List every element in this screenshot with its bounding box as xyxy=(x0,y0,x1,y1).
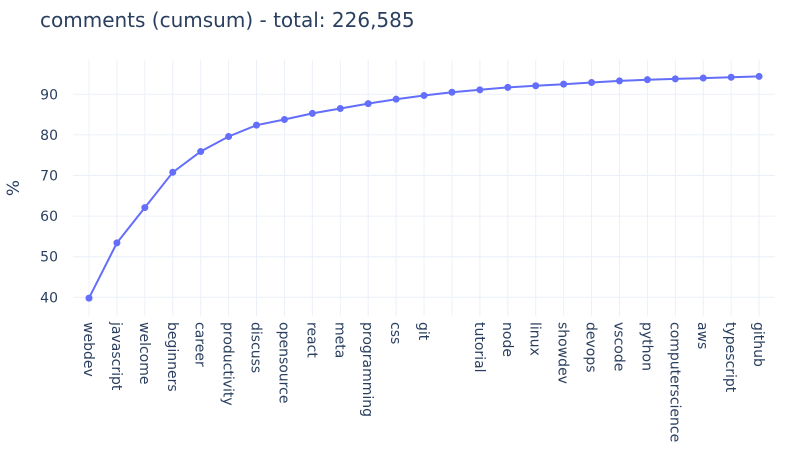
data-point[interactable] xyxy=(615,77,623,85)
x-tick-label: discuss xyxy=(248,322,264,373)
x-tick-label: aws xyxy=(694,322,710,349)
x-tick-label: computerscience xyxy=(666,322,682,442)
x-tick-label: typescript xyxy=(722,322,738,393)
x-tick-label: git xyxy=(415,322,431,341)
x-tick-label: github xyxy=(750,322,766,367)
data-point[interactable] xyxy=(588,79,596,87)
x-tick-label: webdev xyxy=(80,322,96,377)
data-point[interactable] xyxy=(364,100,372,108)
x-tick-label: career xyxy=(192,322,208,367)
data-point[interactable] xyxy=(197,148,205,156)
data-point[interactable] xyxy=(85,294,93,302)
data-point[interactable] xyxy=(336,105,344,113)
data-point[interactable] xyxy=(308,109,316,117)
x-tick-label: devops xyxy=(583,322,599,373)
y-tick-label: 40 xyxy=(40,290,58,306)
x-tick-label: node xyxy=(499,322,515,357)
x-tick-label: meta xyxy=(331,322,347,358)
data-point[interactable] xyxy=(113,239,121,247)
data-point[interactable] xyxy=(420,92,428,100)
data-point[interactable] xyxy=(699,74,707,82)
x-tick-label: opensource xyxy=(275,322,291,403)
x-tick-label: vscode xyxy=(610,322,626,371)
data-point[interactable] xyxy=(727,73,735,81)
x-tick-label: tutorial xyxy=(471,322,487,373)
gridlines xyxy=(73,60,775,316)
x-tick-label: css xyxy=(387,322,403,344)
x-tick-label: python xyxy=(638,322,654,371)
data-point[interactable] xyxy=(504,83,512,91)
y-tick-label: 80 xyxy=(40,128,58,144)
x-tick-label: productivity xyxy=(220,322,236,406)
y-tick-label: 50 xyxy=(40,250,58,266)
x-tick-label: react xyxy=(303,322,319,358)
x-tick-label: welcome xyxy=(136,322,152,384)
data-point[interactable] xyxy=(448,88,456,96)
data-point[interactable] xyxy=(671,75,679,83)
data-point[interactable] xyxy=(560,80,568,88)
data-point[interactable] xyxy=(280,115,288,123)
x-tick-label: programming xyxy=(359,322,375,417)
y-axis-label: % xyxy=(4,180,24,196)
data-point[interactable] xyxy=(476,86,484,94)
y-tick-label: 60 xyxy=(40,209,58,225)
x-axis-ticks: webdev javascript welcome beginners career pr… xyxy=(80,321,766,442)
data-point[interactable] xyxy=(141,204,149,212)
data-point[interactable] xyxy=(253,121,261,129)
data-point[interactable] xyxy=(392,95,400,103)
x-tick-label: showdev xyxy=(555,322,571,384)
y-tick-label: 70 xyxy=(40,169,58,185)
chart-title: comments (cumsum) - total: 226,585 xyxy=(40,8,415,32)
data-series xyxy=(85,72,763,302)
data-point[interactable] xyxy=(225,133,233,141)
x-tick-label: javascript xyxy=(108,321,124,391)
y-axis-ticks: 40 50 60 70 80 90 xyxy=(40,87,58,306)
x-tick-label: beginners xyxy=(164,322,180,392)
data-point[interactable] xyxy=(755,72,763,80)
x-tick-label: linux xyxy=(527,322,543,356)
data-point[interactable] xyxy=(169,168,177,176)
y-tick-label: 90 xyxy=(40,87,58,103)
data-point[interactable] xyxy=(643,76,651,84)
data-point[interactable] xyxy=(532,82,540,90)
